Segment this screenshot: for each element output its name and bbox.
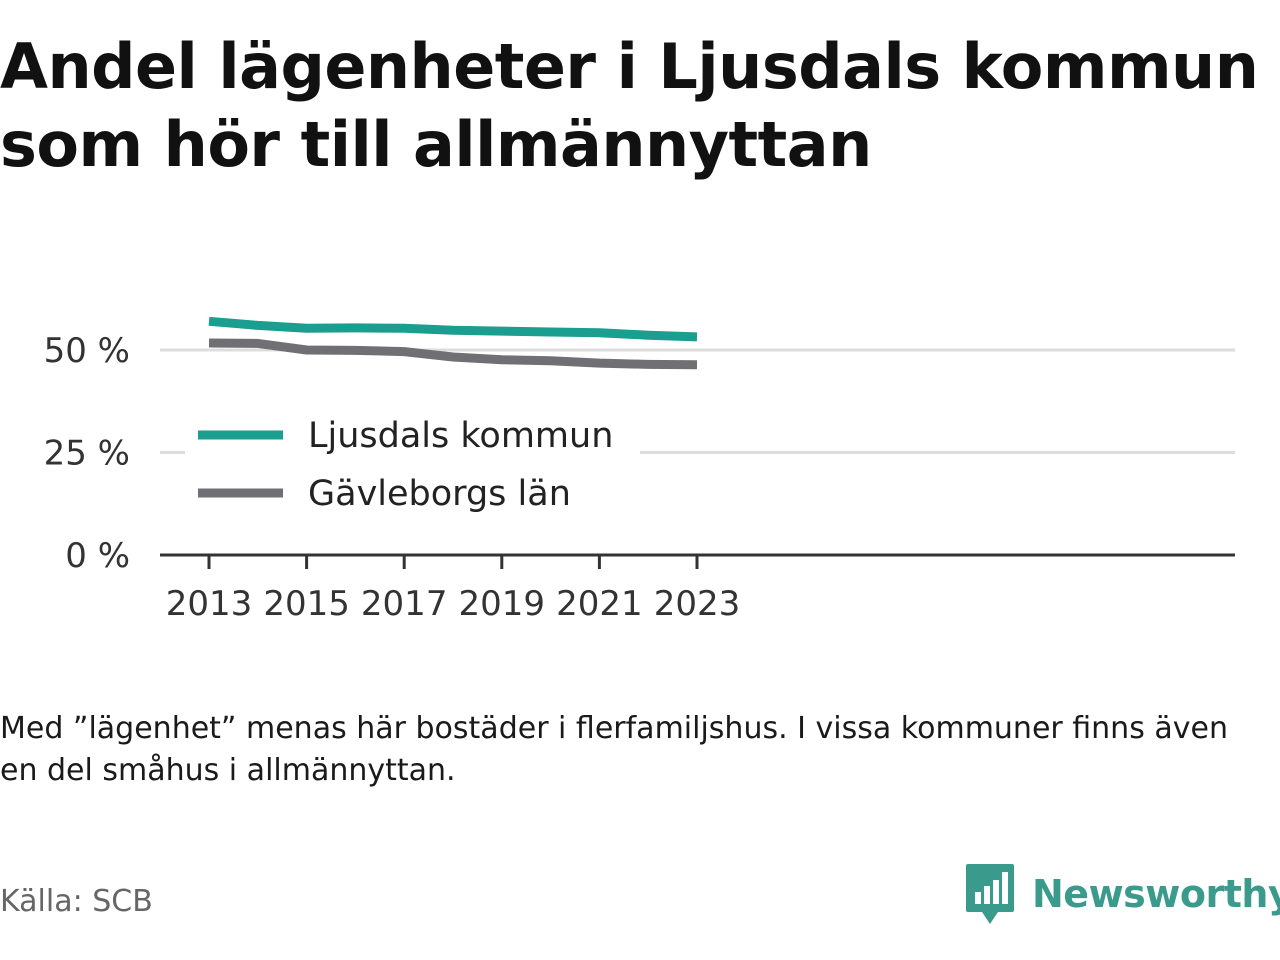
chart-note: Med ”lägenhet” menas här bostäder i fler… <box>0 711 1228 788</box>
x-tick-label: 2015 <box>263 584 350 624</box>
x-tick-label: 2021 <box>556 584 643 624</box>
chart-title: Andel lägenheter i Ljusdals kommun som h… <box>0 30 1259 181</box>
y-axis-ticks: 0 % 25 % 50 % <box>44 331 130 576</box>
line-chart: 0 % 25 % 50 % 2013 2015 2017 2019 2021 2023 Lju… <box>44 316 1235 624</box>
legend-background <box>185 406 640 530</box>
y-tick-label: 50 % <box>44 331 130 371</box>
legend-label: Gävleborgs län <box>308 474 571 514</box>
x-tick-label: 2023 <box>654 584 741 624</box>
x-tick-label: 2017 <box>361 584 448 624</box>
x-tick-label: 2013 <box>166 584 253 624</box>
brand-name: Newsworthy <box>1032 872 1280 916</box>
y-tick-label: 0 % <box>65 536 130 576</box>
series-line <box>208 316 698 342</box>
brand: Newsworthy <box>964 862 1280 926</box>
series-line <box>208 338 698 370</box>
legend-label: Ljusdals kommun <box>308 416 613 456</box>
series-lines <box>208 316 698 370</box>
bar-chart-speech-bubble-icon <box>966 864 1014 924</box>
legend: Ljusdals kommun Gävleborgs län <box>185 406 640 530</box>
y-tick-label: 25 % <box>44 434 130 474</box>
x-axis: 2013 2015 2017 2019 2021 2023 <box>160 553 1235 624</box>
x-tick-label: 2019 <box>459 584 546 624</box>
source-label: Källa: SCB <box>0 884 153 919</box>
